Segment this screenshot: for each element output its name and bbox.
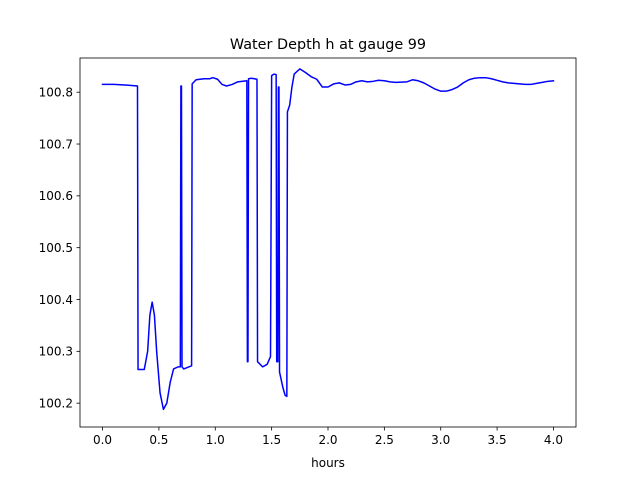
x-tick-label: 3.5 bbox=[488, 433, 507, 447]
plot-content bbox=[101, 68, 555, 411]
series-line-h bbox=[101, 68, 555, 411]
chart-title: Water Depth h at gauge 99 bbox=[230, 37, 426, 53]
y-tick-label: 100.6 bbox=[39, 189, 73, 203]
x-tick-label: 1.5 bbox=[262, 433, 281, 447]
y-tick-label: 100.4 bbox=[39, 293, 73, 307]
y-tick-label: 100.2 bbox=[39, 396, 73, 410]
x-tick-label: 1.0 bbox=[206, 433, 225, 447]
axes-layer: 0.0 0.5 1.0 1.5 2.0 2.5 3.0 3.5 4.0 100.2 100.3 100… bbox=[39, 57, 577, 447]
y-tick-label: 100.5 bbox=[39, 241, 73, 255]
x-tick-label: 2.0 bbox=[318, 433, 337, 447]
x-tick-label: 0.5 bbox=[149, 433, 168, 447]
x-tick-label: 2.5 bbox=[375, 433, 394, 447]
y-tick-label: 100.8 bbox=[39, 86, 73, 100]
x-tick-label: 3.0 bbox=[431, 433, 450, 447]
y-tick-label: 100.3 bbox=[39, 345, 73, 359]
x-tick-label: 0.0 bbox=[93, 433, 112, 447]
x-tick-label: 4.0 bbox=[544, 433, 563, 447]
x-axis-label: hours bbox=[311, 456, 345, 470]
y-tick-label: 100.7 bbox=[39, 137, 73, 151]
